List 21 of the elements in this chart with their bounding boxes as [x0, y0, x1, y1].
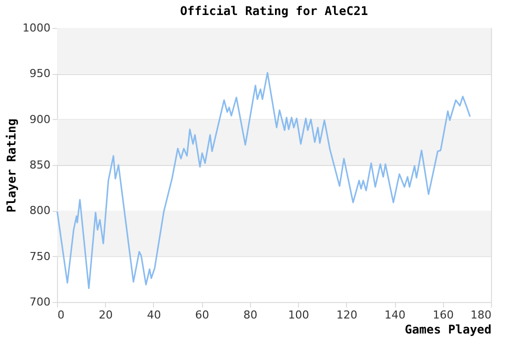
x-tick-label: 100	[288, 308, 310, 322]
y-tick-label: 700	[30, 296, 50, 308]
line-series	[56, 72, 471, 290]
y-tick-label: 850	[30, 158, 50, 172]
x-tick-label: 120	[336, 308, 358, 322]
y-axis-title: Player Rating	[4, 118, 19, 212]
x-tick-label: 60	[195, 308, 210, 322]
x-tick-label: 40	[146, 308, 161, 322]
x-tick-label: 80	[243, 308, 258, 322]
y-tick-label: 900	[30, 112, 50, 126]
y-tick-label: 800	[30, 204, 50, 218]
x-tick-label: 160	[432, 308, 454, 322]
x-tick-label: 140	[384, 308, 406, 322]
y-tick-label: 1000	[22, 22, 50, 34]
y-tick-label: 750	[30, 250, 50, 263]
x-tick-label: 0	[58, 308, 64, 322]
chart-title: Official Rating for AleC21	[180, 4, 368, 18]
y-tick-label: 950	[30, 67, 50, 80]
x-axis-title: Games Played	[404, 322, 492, 336]
x-tick-label: 180	[470, 308, 492, 322]
x-tick-label: 20	[98, 308, 113, 322]
